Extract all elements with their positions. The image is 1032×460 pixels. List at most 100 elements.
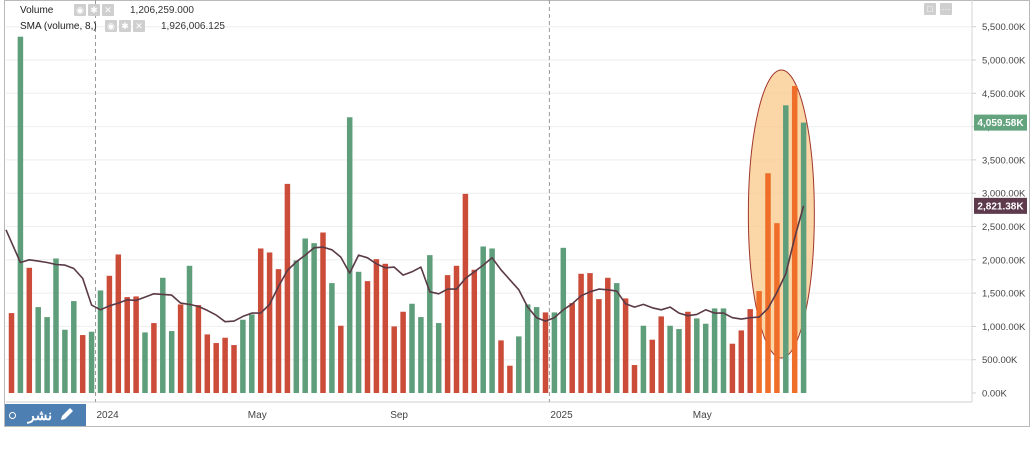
gear-icon[interactable]: ✱	[119, 20, 131, 32]
volume-bar[interactable]	[702, 323, 709, 393]
volume-bar[interactable]	[302, 238, 308, 393]
volume-bar[interactable]	[587, 273, 593, 393]
volume-bar[interactable]	[8, 313, 15, 393]
volume-bar[interactable]	[427, 255, 433, 393]
volume-bar[interactable]	[783, 105, 789, 394]
volume-bar[interactable]	[507, 365, 513, 393]
volume-bar[interactable]	[71, 301, 77, 393]
volume-bar[interactable]	[498, 340, 504, 393]
volume-bar[interactable]	[551, 312, 558, 393]
more-icon[interactable]: ···	[940, 3, 952, 15]
volume-bar[interactable]	[311, 243, 317, 393]
gear-icon[interactable]: ✱	[88, 4, 100, 16]
volume-bar[interactable]	[400, 311, 406, 393]
volume-bar[interactable]	[88, 331, 95, 393]
volume-bar[interactable]	[329, 283, 335, 393]
volume-bar[interactable]	[516, 336, 522, 393]
volume-bar[interactable]	[275, 269, 282, 393]
volume-bar[interactable]	[605, 277, 611, 393]
volume-bar[interactable]	[151, 323, 157, 393]
volume-bar[interactable]	[800, 122, 807, 393]
volume-bar[interactable]	[186, 265, 193, 393]
volume-bar[interactable]	[462, 193, 469, 393]
volume-bar[interactable]	[240, 319, 246, 393]
volume-bar[interactable]	[418, 317, 424, 393]
volume-bar[interactable]	[694, 318, 700, 393]
volume-bar[interactable]	[266, 252, 273, 393]
volume-bar[interactable]	[222, 337, 228, 393]
volume-bar[interactable]	[364, 281, 371, 393]
volume-bar[interactable]	[747, 309, 753, 393]
volume-bar[interactable]	[338, 325, 344, 393]
volume-bar[interactable]	[631, 365, 638, 393]
volume-bar[interactable]	[124, 297, 130, 393]
volume-bar[interactable]	[765, 173, 771, 393]
volume-bar[interactable]	[676, 329, 682, 393]
volume-bar[interactable]	[133, 296, 139, 393]
volume-bar[interactable]	[613, 283, 620, 393]
volume-bar[interactable]	[195, 305, 202, 393]
volume-bar[interactable]	[774, 223, 780, 393]
volume-bar[interactable]	[453, 265, 460, 393]
volume-bar[interactable]	[382, 263, 389, 393]
volume-bar[interactable]	[115, 254, 122, 393]
volume-bar[interactable]	[257, 248, 264, 393]
volume-bar[interactable]	[249, 314, 255, 393]
volume-bar[interactable]	[106, 275, 113, 393]
share-button[interactable]: نشر	[5, 404, 86, 426]
volume-bar[interactable]	[35, 307, 41, 393]
volume-bar[interactable]	[480, 246, 486, 393]
volume-bar[interactable]	[79, 335, 86, 393]
volume-bar[interactable]	[97, 290, 104, 393]
volume-bar[interactable]	[524, 304, 531, 393]
volume-bar[interactable]	[177, 304, 184, 393]
volume-bar[interactable]	[658, 316, 664, 393]
volume-bar[interactable]	[649, 339, 656, 393]
volume-bar[interactable]	[738, 330, 745, 393]
volume-bar[interactable]	[435, 323, 442, 393]
volume-bar[interactable]	[284, 183, 291, 393]
volume-bar[interactable]	[720, 308, 727, 393]
volume-bar[interactable]	[667, 325, 673, 393]
volume-bar[interactable]	[471, 269, 478, 393]
volume-bar[interactable]	[142, 332, 148, 393]
volume-bar[interactable]	[409, 303, 415, 393]
volume-bar[interactable]	[355, 271, 362, 393]
volume-bar[interactable]	[26, 267, 33, 393]
volume-bar[interactable]	[685, 311, 691, 393]
y-tick-label: 500.00K	[982, 355, 1018, 366]
volume-bar[interactable]	[168, 331, 175, 393]
volume-bar[interactable]	[62, 329, 68, 393]
volume-bar[interactable]	[44, 317, 50, 393]
volume-bar[interactable]	[640, 325, 647, 393]
volume-bar[interactable]	[489, 248, 495, 393]
volume-bar[interactable]	[729, 343, 736, 393]
eye-icon[interactable]: ◉	[74, 4, 86, 16]
volume-bar[interactable]	[17, 36, 24, 393]
volume-bar[interactable]	[53, 258, 59, 393]
volume-bar[interactable]	[756, 291, 762, 393]
volume-bar[interactable]	[578, 273, 584, 393]
volume-bar[interactable]	[596, 299, 602, 393]
volume-bar[interactable]	[204, 334, 211, 393]
volume-bar[interactable]	[373, 259, 380, 393]
volume-bar[interactable]	[560, 247, 567, 393]
volume-bar[interactable]	[391, 326, 397, 393]
close-icon[interactable]: ✕	[102, 4, 114, 16]
window-icon[interactable]: □	[924, 3, 936, 15]
eye-icon[interactable]: ◉	[105, 20, 117, 32]
volume-bar[interactable]	[231, 345, 237, 393]
volume-bar[interactable]	[160, 277, 166, 393]
close-icon[interactable]: ✕	[133, 20, 145, 32]
volume-bar[interactable]	[320, 232, 326, 393]
volume-bar[interactable]	[213, 343, 219, 393]
volume-bar[interactable]	[293, 260, 300, 393]
volume-bar[interactable]	[444, 275, 451, 393]
volume-bar[interactable]	[711, 308, 718, 393]
volume-bar[interactable]	[346, 117, 353, 393]
volume-bar[interactable]	[533, 307, 540, 393]
volume-bar[interactable]	[569, 303, 575, 393]
volume-bar[interactable]	[622, 298, 629, 393]
volume-bar[interactable]	[542, 312, 549, 393]
